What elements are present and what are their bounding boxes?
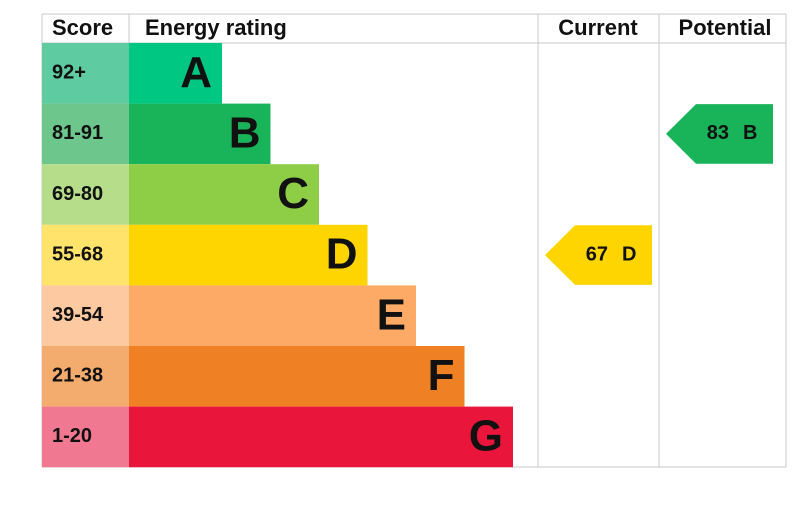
rating-letter: F xyxy=(428,351,455,400)
score-range: 1-20 xyxy=(52,425,92,447)
rating-letter: A xyxy=(180,48,212,97)
rating-bar xyxy=(129,103,271,165)
rating-bar xyxy=(129,346,465,407)
score-cell xyxy=(42,164,129,225)
score-range: 69-80 xyxy=(52,183,103,205)
score-range: 92+ xyxy=(52,62,86,84)
score-range: 21-38 xyxy=(52,365,103,387)
header-rating: Energy rating xyxy=(145,15,287,40)
header-current: Current xyxy=(558,15,638,40)
rating-bar xyxy=(129,224,368,286)
rating-letter: E xyxy=(377,290,406,339)
score-range: 39-54 xyxy=(52,304,104,326)
score-cell xyxy=(42,285,129,346)
rating-bar xyxy=(129,406,513,468)
current-arrow xyxy=(545,225,652,285)
rating-bar xyxy=(129,285,416,346)
rating-letter: G xyxy=(469,412,503,461)
rating-letter: B xyxy=(229,109,261,158)
potential-letter: B xyxy=(743,122,757,144)
rating-bar xyxy=(129,43,222,104)
score-cell xyxy=(42,346,129,407)
score-cell xyxy=(42,406,129,468)
header-potential: Potential xyxy=(679,15,772,40)
score-range: 55-68 xyxy=(52,243,103,265)
score-cell xyxy=(42,103,129,165)
rating-letter: C xyxy=(277,169,309,218)
rating-letter: D xyxy=(326,230,358,279)
current-value: 67 xyxy=(586,243,608,265)
header-score: Score xyxy=(52,15,113,40)
potential-value: 83 xyxy=(707,122,729,144)
potential-arrow xyxy=(666,104,773,164)
rating-bar xyxy=(129,164,319,225)
score-range: 81-91 xyxy=(52,122,103,144)
score-cell xyxy=(42,43,129,104)
score-cell xyxy=(42,224,129,286)
current-letter: D xyxy=(622,243,636,265)
